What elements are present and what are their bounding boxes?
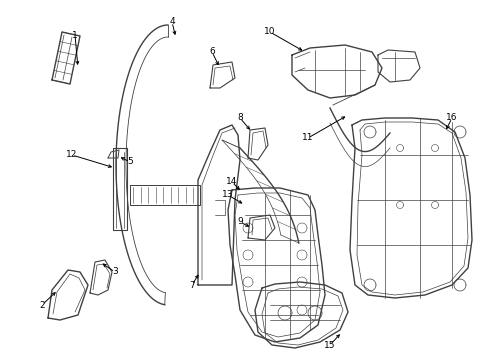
Text: 2: 2: [39, 301, 45, 310]
Text: 16: 16: [446, 113, 457, 122]
Text: 8: 8: [237, 113, 243, 122]
Text: 15: 15: [324, 341, 335, 350]
Text: 4: 4: [169, 18, 174, 27]
Text: 10: 10: [264, 27, 275, 36]
Text: 1: 1: [72, 31, 78, 40]
Text: 5: 5: [127, 157, 133, 166]
Text: 13: 13: [222, 190, 233, 199]
Text: 14: 14: [226, 177, 237, 186]
Text: 6: 6: [209, 48, 214, 57]
Text: 9: 9: [237, 217, 243, 226]
Text: 11: 11: [302, 134, 313, 143]
Text: 12: 12: [66, 150, 78, 159]
Text: 3: 3: [112, 267, 118, 276]
Text: 7: 7: [189, 280, 195, 289]
